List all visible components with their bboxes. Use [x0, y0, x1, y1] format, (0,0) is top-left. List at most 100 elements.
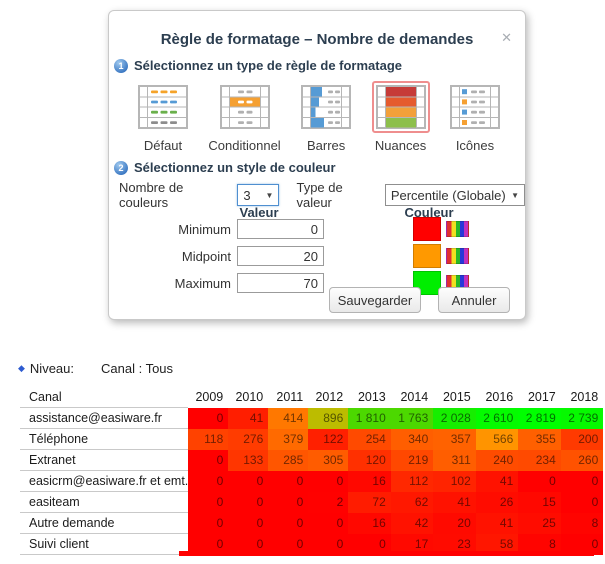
step-1-badge: 1	[114, 58, 128, 73]
chevron-down-icon: ▼	[265, 190, 274, 200]
heatmap-cell: 0	[560, 470, 604, 492]
midpoint-input[interactable]	[237, 246, 324, 266]
heatmap-cell: 0	[348, 533, 391, 555]
table-row: easicrm@easiware.fr et emt. 0 0 0 0 16 112 102 4…	[20, 470, 604, 492]
table-row: Extranet 0 133 285 305 120 219 311 240 234 260	[20, 449, 604, 471]
heatmap-cell: 26	[475, 491, 519, 513]
heatmap-cell: 1 763	[390, 407, 434, 429]
rule-type-label: Défaut	[143, 138, 183, 153]
rule-type-options: Défaut Conditionnel	[134, 81, 504, 153]
heatmap-cell: 0	[188, 491, 229, 513]
minimum-input[interactable]	[237, 219, 324, 239]
heatmap-cell: 0	[560, 533, 604, 555]
heatmap-cell: 102	[433, 470, 476, 492]
heatmap-cell: 0	[268, 512, 309, 534]
close-icon[interactable]: ✕	[501, 30, 512, 45]
heatmap-cell: 0	[308, 533, 349, 555]
step-2-header: 2 Sélectionnez un style de couleur	[114, 160, 336, 175]
table-row: Autre demande 0 0 0 0 16 42 20 41 25 8	[20, 512, 604, 534]
heatmap-header-row: Canal 2009 2010 2011 2012 2013 2014 2015 2016 201…	[20, 387, 603, 408]
heatmap-cell: 16	[348, 470, 391, 492]
chevron-down-icon: ▼	[511, 190, 519, 200]
heatmap-cell: 2 028	[433, 407, 476, 429]
icones-table-icon	[449, 85, 500, 129]
rule-type-label: Icônes	[455, 138, 495, 153]
heatmap-cell: 41	[475, 470, 519, 492]
heatmap-cell: 42	[390, 512, 434, 534]
heatmap-cell: 112	[390, 470, 434, 492]
heatmap-cell: 1 810	[348, 407, 391, 429]
rule-type-barres[interactable]: Barres	[297, 81, 355, 153]
heatmap-cell: 41	[228, 407, 269, 429]
level-label: Niveau:	[29, 361, 74, 376]
conditionnel-table-icon	[219, 85, 270, 129]
midpoint-color-swatch[interactable]	[413, 244, 441, 268]
heatmap-cell: 200	[560, 428, 604, 450]
level-value[interactable]: Canal : Tous	[101, 361, 174, 376]
rule-type-label: Barres	[306, 138, 346, 153]
row-label: Extranet	[20, 449, 189, 471]
value-column-header: Valeur	[239, 205, 279, 220]
heatmap-cell: 0	[188, 533, 229, 555]
cancel-button[interactable]: Annuler	[438, 287, 510, 313]
heatmap-cell: 240	[475, 449, 519, 471]
row-label: easiteam	[20, 491, 189, 513]
color-style-controls: Nombre de couleurs 3 ▼ Type de valeur Pe…	[119, 180, 525, 210]
rule-type-conditionnel[interactable]: Conditionnel	[208, 81, 281, 153]
next-row-sliver	[179, 551, 594, 556]
num-colors-select[interactable]: 3 ▼	[237, 184, 280, 206]
heatmap-cell: 276	[228, 428, 269, 450]
table-row: Suivi client 0 0 0 0 0 17 23 58 8 0	[20, 533, 604, 555]
diamond-bullet-icon: ◆	[18, 363, 25, 373]
rule-type-icones[interactable]: Icônes	[446, 81, 504, 153]
heatmap-cell: 414	[268, 407, 309, 429]
save-button[interactable]: Sauvegarder	[329, 287, 421, 313]
minimum-row: Minimum	[109, 217, 525, 241]
minimum-color-swatch[interactable]	[413, 217, 441, 241]
formatting-rule-dialog: Règle de formatage – Nombre de demandes …	[108, 10, 526, 320]
heatmap-cell: 133	[228, 449, 269, 471]
heatmap-cell: 23	[433, 533, 476, 555]
heatmap-cell: 0	[228, 512, 269, 534]
heatmap-cell: 355	[518, 428, 561, 450]
heatmap-cell: 122	[308, 428, 349, 450]
heatmap-cell: 357	[433, 428, 476, 450]
color-picker-icon[interactable]	[446, 248, 469, 264]
year-column-header: 2015	[442, 390, 471, 405]
year-column-header: 2018	[570, 390, 599, 405]
heatmap-cell: 41	[475, 512, 519, 534]
heatmap-cell: 340	[390, 428, 434, 450]
heatmap-cell: 0	[518, 470, 561, 492]
maximum-input[interactable]	[237, 273, 324, 293]
heatmap-cell: 0	[228, 533, 269, 555]
step-2-label: Sélectionnez un style de couleur	[134, 160, 336, 175]
color-picker-icon[interactable]	[446, 221, 469, 237]
heatmap-cell: 0	[188, 470, 229, 492]
heatmap-cell: 0	[308, 470, 349, 492]
heatmap-cell: 219	[390, 449, 434, 471]
rule-type-nuances[interactable]: Nuances	[371, 81, 430, 153]
value-type-value: Percentile (Globale)	[390, 187, 506, 203]
year-column-header: 2014	[400, 390, 429, 405]
year-column-header: 2016	[485, 390, 514, 405]
value-type-select[interactable]: Percentile (Globale) ▼	[384, 184, 525, 206]
nuances-table-icon	[375, 85, 426, 129]
step-1-label: Sélectionnez un type de règle de formata…	[134, 58, 403, 73]
year-column-header: 2013	[357, 390, 386, 405]
heatmap-cell: 2 819	[518, 407, 561, 429]
dialog-title: Règle de formatage – Nombre de demandes	[160, 31, 474, 48]
num-colors-label: Nombre de couleurs	[119, 180, 184, 210]
heatmap-cell: 0	[188, 407, 229, 429]
midpoint-row: Midpoint	[109, 244, 525, 268]
heatmap-cell: 118	[188, 428, 229, 450]
year-column-header: 2012	[315, 390, 344, 405]
rule-type-defaut[interactable]: Défaut	[134, 81, 192, 153]
heatmap-cell: 254	[348, 428, 391, 450]
midpoint-label: Midpoint	[181, 248, 231, 264]
heatmap-cell: 25	[518, 512, 561, 534]
row-label: easicrm@easiware.fr et emt.	[20, 470, 189, 492]
heatmap-cell: 0	[268, 533, 309, 555]
table-row: Téléphone 118 276 379 122 254 340 357 566 355 200	[20, 428, 604, 450]
heatmap-cell: 0	[268, 470, 309, 492]
heatmap-cell: 896	[308, 407, 349, 429]
